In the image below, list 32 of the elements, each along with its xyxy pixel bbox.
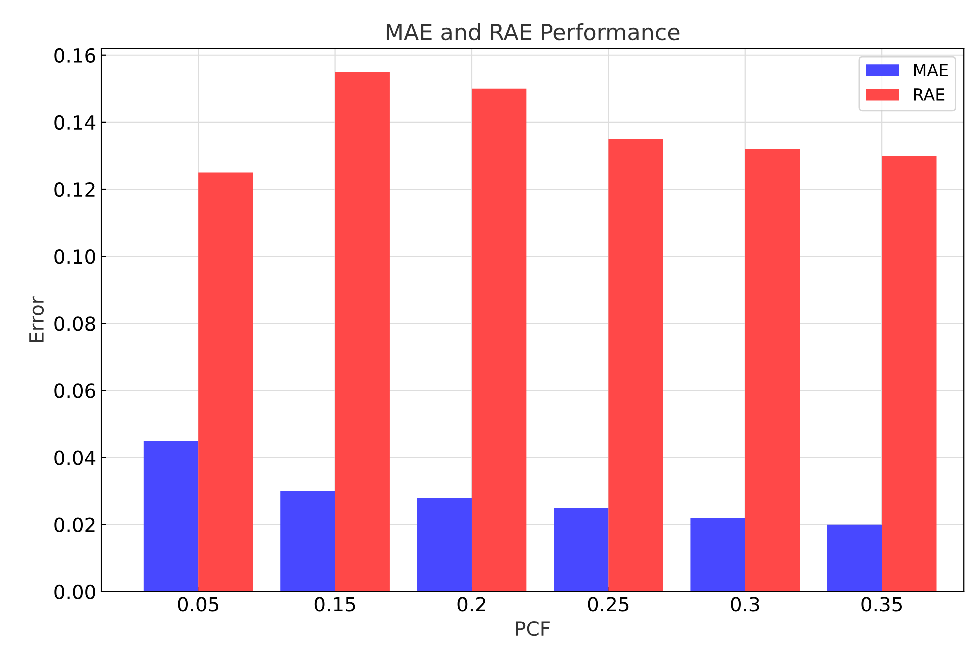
x-tick-label: 0.2 [458,597,486,612]
bar [690,518,746,592]
y-tick-label: 0.08 [54,316,96,332]
chart-title: MAE and RAE Performance [386,23,680,41]
x-tick-label: 0.15 [314,597,356,612]
y-tick-label: 0.04 [54,450,96,466]
bar [280,491,336,592]
x-tick-label: 0.3 [731,597,760,612]
bar [472,88,527,592]
x-tick-label: 0.25 [588,597,629,612]
y-tick-label: 0.16 [54,48,96,64]
bar [417,498,472,592]
y-tick-label: 0.00 [54,584,96,600]
bar [554,508,609,592]
bar [198,172,254,592]
bar [745,149,800,592]
x-tick-label: 0.05 [178,597,219,612]
legend-label: RAE [914,88,945,101]
x-tick-label: 0.35 [862,597,902,612]
y-tick-label: 0.14 [54,115,96,130]
y-axis-title: Error [30,296,44,342]
y-tick-label: 0.06 [54,384,96,398]
y-tick-label: 0.12 [54,182,95,198]
bar [882,156,937,592]
bar [827,524,882,592]
x-axis-title: PCF [516,621,550,636]
y-tick-label: 0.10 [54,250,96,264]
bar [144,440,199,592]
bar [335,72,390,592]
y-tick-label: 0.02 [54,518,95,532]
legend-label: MAE [914,64,948,76]
bar [608,139,664,592]
